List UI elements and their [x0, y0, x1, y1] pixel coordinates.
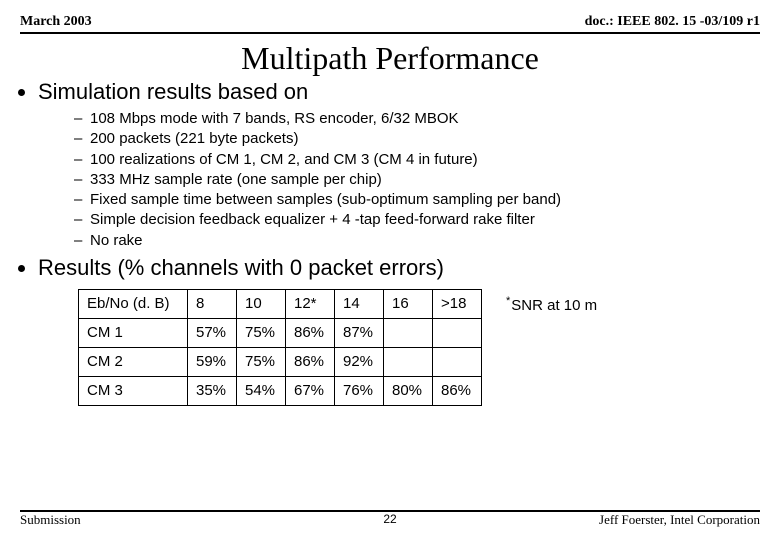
- cell: 54%: [237, 376, 286, 405]
- table-row: CM 1 57% 75% 86% 87%: [79, 318, 482, 347]
- cell: Eb/No (d. B): [79, 289, 188, 318]
- cell: 16: [384, 289, 433, 318]
- sub-bullet-list: 108 Mbps mode with 7 bands, RS encoder, …: [74, 109, 760, 251]
- cell: [384, 318, 433, 347]
- sub-bullet: Simple decision feedback equalizer + 4 -…: [74, 210, 760, 230]
- footer-left: Submission: [20, 512, 81, 528]
- table-row: CM 3 35% 54% 67% 76% 80% 86%: [79, 376, 482, 405]
- cell: 35%: [188, 376, 237, 405]
- footer-bar: Submission Jeff Foerster, Intel Corporat…: [20, 510, 760, 528]
- cell: 87%: [335, 318, 384, 347]
- slide-title: Multipath Performance: [20, 40, 760, 77]
- cell: 92%: [335, 347, 384, 376]
- footnote-text: SNR at 10 m: [511, 297, 597, 314]
- cell: 75%: [237, 318, 286, 347]
- cell: [433, 347, 482, 376]
- cell: 59%: [188, 347, 237, 376]
- header-left: March 2003: [20, 14, 92, 30]
- cell: 57%: [188, 318, 237, 347]
- bullet-2: Results (% channels with 0 packet errors…: [38, 255, 760, 281]
- sub-bullet: 108 Mbps mode with 7 bands, RS encoder, …: [74, 109, 760, 129]
- cell: 67%: [286, 376, 335, 405]
- cell: CM 1: [79, 318, 188, 347]
- footer-right: Jeff Foerster, Intel Corporation: [599, 512, 760, 528]
- bullet-1: Simulation results based on 108 Mbps mod…: [38, 79, 760, 251]
- bullet-1-text: Simulation results based on: [38, 79, 308, 104]
- header-right: doc.: IEEE 802. 15 -03/109 r1: [585, 14, 760, 30]
- cell: 86%: [286, 347, 335, 376]
- cell: 86%: [286, 318, 335, 347]
- results-table: Eb/No (d. B) 8 10 12* 14 16 >18 CM 1 57%…: [78, 289, 482, 406]
- cell: 86%: [433, 376, 482, 405]
- cell: [384, 347, 433, 376]
- cell: [433, 318, 482, 347]
- cell: 10: [237, 289, 286, 318]
- results-row: Eb/No (d. B) 8 10 12* 14 16 >18 CM 1 57%…: [20, 289, 760, 406]
- footnote: *SNR at 10 m: [506, 295, 597, 314]
- bullet-list: Simulation results based on 108 Mbps mod…: [38, 79, 760, 281]
- cell-val: 12*: [294, 295, 317, 312]
- asterisk-icon: *: [506, 295, 510, 307]
- bullet-2-text: Results (% channels with 0 packet errors…: [38, 255, 444, 280]
- sub-bullet: 100 realizations of CM 1, CM 2, and CM 3…: [74, 150, 760, 170]
- sub-bullet: No rake: [74, 231, 760, 251]
- cell: 80%: [384, 376, 433, 405]
- cell: 14: [335, 289, 384, 318]
- table-row: Eb/No (d. B) 8 10 12* 14 16 >18: [79, 289, 482, 318]
- cell: 8: [188, 289, 237, 318]
- header-bar: March 2003 doc.: IEEE 802. 15 -03/109 r1: [20, 14, 760, 34]
- table-row: CM 2 59% 75% 86% 92%: [79, 347, 482, 376]
- cell: CM 3: [79, 376, 188, 405]
- cell: 12*: [286, 289, 335, 318]
- sub-bullet: 200 packets (221 byte packets): [74, 129, 760, 149]
- cell: 76%: [335, 376, 384, 405]
- cell: >18: [433, 289, 482, 318]
- sub-bullet: Fixed sample time between samples (sub-o…: [74, 190, 760, 210]
- sub-bullet: 333 MHz sample rate (one sample per chip…: [74, 170, 760, 190]
- cell: 75%: [237, 347, 286, 376]
- cell: CM 2: [79, 347, 188, 376]
